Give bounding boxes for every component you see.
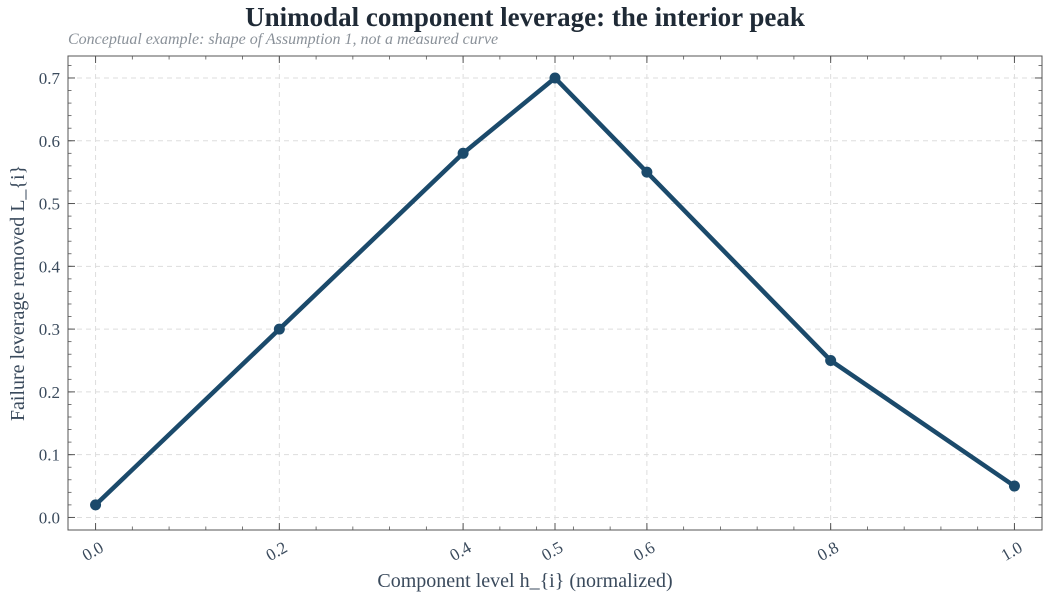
x-tick-label: 0.6 [630,538,658,565]
data-point [825,354,837,366]
x-tick-label: 0.8 [814,538,842,565]
y-tick-label: 0.0 [39,508,60,527]
y-tick-label: 0.5 [39,195,60,214]
x-tick-label: 1.0 [998,538,1026,565]
y-tick-label: 0.7 [39,69,61,88]
data-point [1008,480,1020,492]
y-tick-label: 0.1 [39,446,60,465]
data-point [549,72,561,84]
chart-title: Unimodal component leverage: the interio… [245,2,805,32]
y-tick-label: 0.3 [39,320,60,339]
data-point [641,166,653,178]
chart-subtitle: Conceptual example: shape of Assumption … [68,31,499,48]
y-axis-label: Failure leverage removed L_{i} [7,165,29,421]
x-tick-label: 0.5 [538,538,566,565]
x-tick-label: 0.4 [446,537,474,564]
data-point [457,147,469,159]
data-point [90,499,102,511]
y-tick-label: 0.4 [39,257,61,276]
x-axis-label: Component level h_{i} (normalized) [377,570,672,592]
x-tick-label: 0.0 [79,538,107,565]
y-tick-label: 0.6 [39,132,60,151]
x-tick-label: 0.2 [263,538,291,565]
data-point [273,323,285,335]
y-tick-label: 0.2 [39,383,60,402]
